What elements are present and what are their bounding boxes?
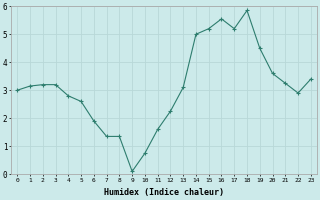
X-axis label: Humidex (Indice chaleur): Humidex (Indice chaleur): [104, 188, 224, 197]
